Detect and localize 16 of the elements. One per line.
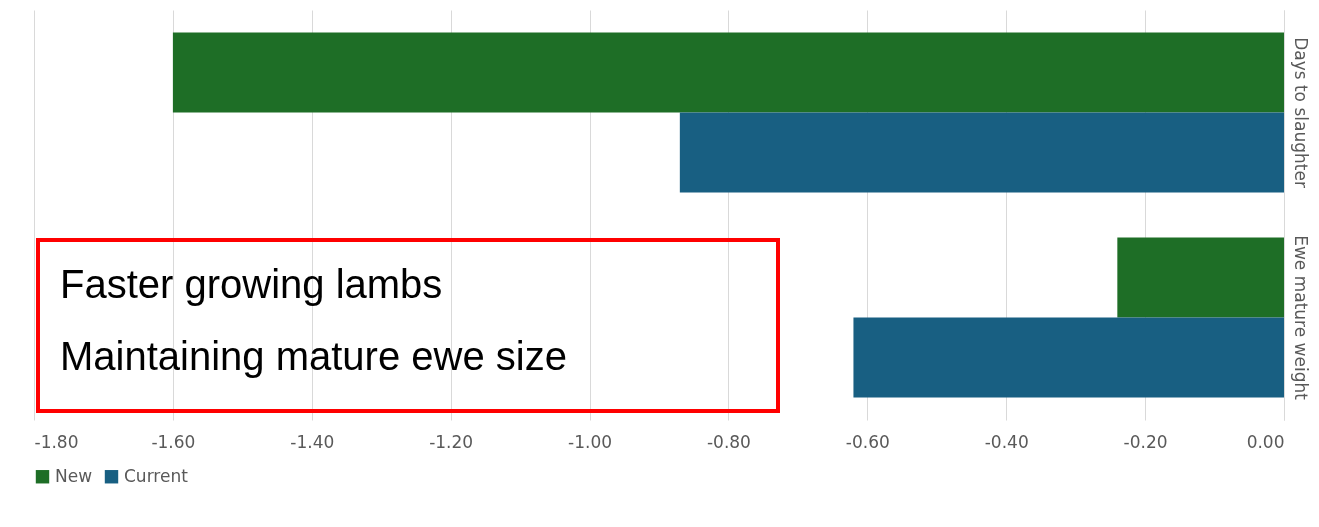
x-tick-label: -0.80 <box>706 431 751 452</box>
x-tick-label: -1.20 <box>429 431 474 452</box>
annotation: Faster growing lambs <box>60 262 443 306</box>
x-tick-label: -1.00 <box>568 431 613 452</box>
x-tick-label: 0.00 <box>1246 431 1285 452</box>
x-tick-label: -0.60 <box>845 431 890 452</box>
x-tick-label: -0.20 <box>1123 431 1168 452</box>
y-tick-label: Ewe mature weight <box>1290 235 1311 401</box>
x-tick-label: -1.80 <box>34 431 79 452</box>
annotation: Maintaining mature ewe size <box>60 334 567 378</box>
y-tick-label: Days to slaughter <box>1290 37 1311 188</box>
legend-label: New <box>55 465 93 486</box>
x-tick-label: -1.60 <box>151 431 196 452</box>
x-tick-label: -1.40 <box>290 431 335 452</box>
x-tick-label: -0.40 <box>984 431 1029 452</box>
legend-label: Current <box>124 465 189 486</box>
